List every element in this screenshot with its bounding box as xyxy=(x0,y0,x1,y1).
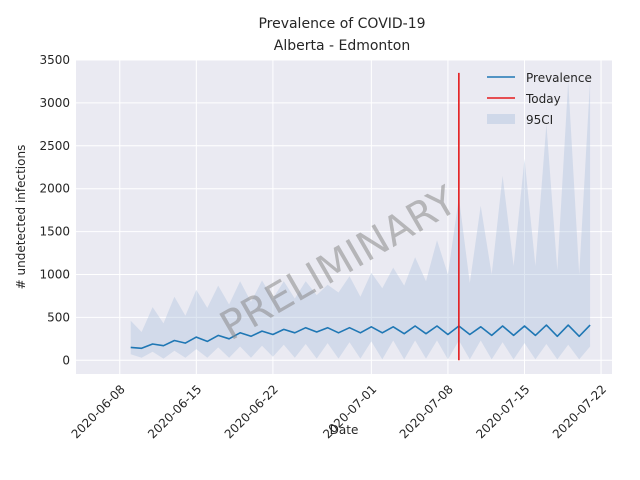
legend-95ci-label: 95CI xyxy=(526,113,553,127)
plot-area xyxy=(76,60,612,374)
x-tick-label: 2020-07-15 xyxy=(473,382,532,441)
y-tick-label: 3500 xyxy=(39,53,70,67)
y-axis-ticks: 0 500 1000 1500 2000 2500 3000 3500 xyxy=(39,53,70,367)
x-tick-label: 2020-06-22 xyxy=(222,382,281,441)
x-tick-label: 2020-07-22 xyxy=(550,382,609,441)
x-tick-label: 2020-06-08 xyxy=(69,382,128,441)
y-tick-label: 500 xyxy=(47,310,70,324)
y-tick-label: 1500 xyxy=(39,225,70,239)
legend-today-label: Today xyxy=(525,92,561,106)
legend: Prevalence Today 95CI xyxy=(487,71,592,127)
x-tick-label: 2020-06-15 xyxy=(145,382,204,441)
legend-prevalence-label: Prevalence xyxy=(526,71,592,85)
chart-title: Prevalence of COVID-19 xyxy=(258,16,425,32)
gridlines xyxy=(76,59,612,374)
ci-band-area xyxy=(130,79,591,360)
x-tick-label: 2020-07-08 xyxy=(397,382,456,441)
legend-95ci-swatch xyxy=(487,114,515,124)
x-axis-label: Date xyxy=(330,423,359,437)
chart-subtitle: Alberta - Edmonton xyxy=(274,38,410,54)
y-tick-label: 2000 xyxy=(39,182,70,196)
prevalence-line xyxy=(130,324,591,350)
y-axis-label: # undetected infections xyxy=(14,145,28,290)
y-tick-label: 1000 xyxy=(39,267,70,281)
y-tick-label: 2500 xyxy=(39,139,70,153)
y-tick-label: 0 xyxy=(62,353,70,367)
y-tick-label: 3000 xyxy=(39,96,70,110)
